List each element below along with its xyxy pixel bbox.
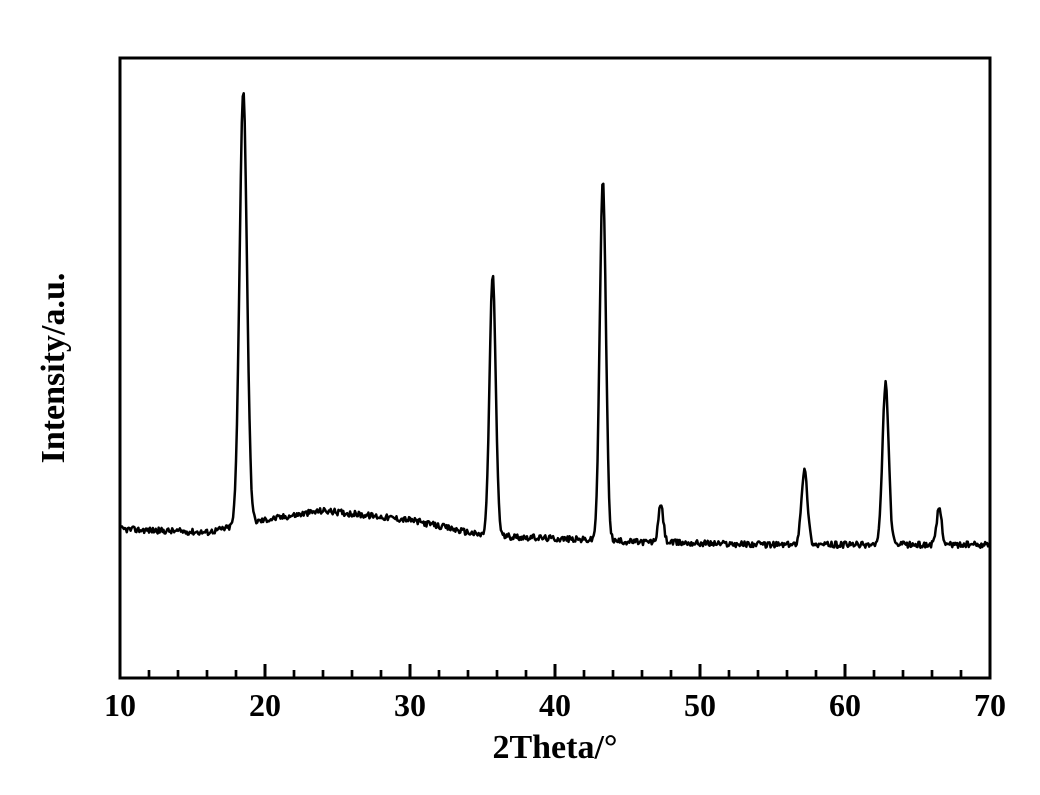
x-tick-label: 40 [539,687,571,723]
chart-svg: 10 20 30 40 50 60 70 2Theta/° Intensity/a.u. [0,0,1040,795]
x-tick-label: 30 [394,687,426,723]
x-tick-label: 50 [684,687,716,723]
x-tick-label: 70 [974,687,1006,723]
x-tick-label: 20 [249,687,281,723]
x-tick-label: 60 [829,687,861,723]
plot-frame [120,58,990,678]
x-tick-label: 10 [104,687,136,723]
xrd-chart: 10 20 30 40 50 60 70 2Theta/° Intensity/a.u. [0,0,1040,795]
x-axis-label: 2Theta/° [492,729,617,766]
y-axis-label: Intensity/a.u. [35,273,72,464]
xrd-spectrum-line [120,93,990,548]
